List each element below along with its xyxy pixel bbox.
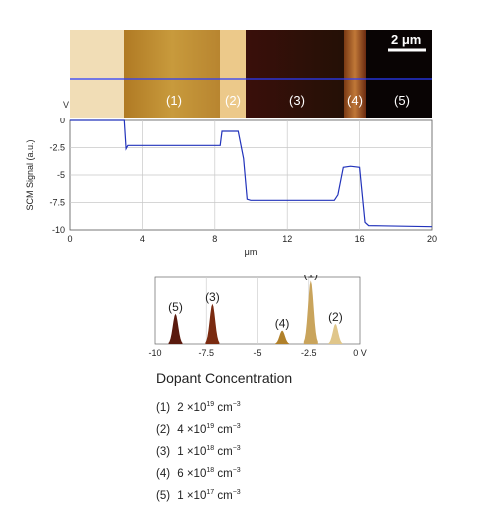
legend-unit: cm	[214, 423, 233, 436]
legend-unit-exponent: −3	[232, 445, 241, 452]
legend-item: (4) 6 ×1018 cm−3	[156, 460, 376, 482]
histogram-peak	[275, 330, 290, 344]
scm-profile-svg: 0 4 8 12 16 20 0 -2.5 -5 -7.5 -10 μm SCM Signal (a.u…	[25, 115, 437, 257]
histogram-tick-label: 0 V	[353, 348, 367, 358]
legend-item: (5) 1 ×1017 cm−3	[156, 482, 376, 504]
legend-unit: cm	[214, 445, 233, 458]
dopant-legend: Dopant Concentration (1) 2 ×1019 cm−3 (2)…	[156, 370, 376, 504]
voltage-histogram: -10 -7.5 -5 -2.5 0 V (5) (3) (4) (1) (2)	[145, 266, 375, 365]
histogram-peak	[328, 323, 343, 344]
legend-unit: cm	[214, 401, 233, 414]
band-label-5: (5)	[394, 93, 410, 108]
legend-unit-exponent: −3	[232, 467, 241, 474]
legend-mantissa: 1 ×10	[177, 489, 207, 502]
legend-index: (4)	[156, 467, 174, 480]
band-5	[366, 30, 432, 118]
x-tick-label: 0	[67, 234, 72, 244]
histogram-tick-label: -2.5	[301, 348, 317, 358]
legend-mantissa: 1 ×10	[177, 445, 207, 458]
legend-index: (5)	[156, 489, 174, 502]
histogram-peak	[168, 313, 183, 344]
scm-image: 2 μm (1) (2) (3) (4) (5)	[70, 30, 432, 118]
x-tick-label: 20	[427, 234, 437, 244]
band-label-1: (1)	[166, 93, 182, 108]
band-3	[246, 30, 344, 118]
band-label-2: (2)	[225, 93, 241, 108]
histogram-peak-label: (4)	[275, 317, 290, 331]
legend-item: (3) 1 ×1018 cm−3	[156, 438, 376, 460]
y-axis-label: SCM Signal (a.u.)	[25, 139, 35, 210]
band-4	[344, 30, 366, 118]
legend-exponent: 19	[206, 423, 215, 430]
x-axis-label: μm	[245, 247, 258, 257]
scm-profile-chart: 0 4 8 12 16 20 0 -2.5 -5 -7.5 -10 μm SCM Signal (a.u…	[20, 115, 450, 258]
band-bg	[70, 30, 124, 118]
y-tick-label: -7.5	[49, 198, 65, 208]
band-1	[124, 30, 220, 118]
histogram-peak	[205, 303, 220, 344]
legend-unit-exponent: −3	[232, 489, 241, 496]
x-tick-label: 4	[140, 234, 145, 244]
legend-mantissa: 6 ×10	[177, 467, 207, 480]
legend-index: (3)	[156, 445, 174, 458]
scm-signal-line	[70, 119, 433, 228]
histogram-peak-label: (1)	[303, 275, 318, 280]
band-label-3: (3)	[289, 93, 305, 108]
legend-mantissa: 4 ×10	[177, 423, 207, 436]
histogram-tick-label: -10	[148, 348, 161, 358]
legend-exponent: 19	[206, 401, 215, 408]
scm-image-svg	[70, 30, 432, 118]
legend-title: Dopant Concentration	[156, 370, 293, 386]
y-tick-label: -10	[52, 225, 65, 235]
legend-index: (2)	[156, 423, 174, 436]
legend-index: (1)	[156, 401, 174, 414]
legend-unit-exponent: −3	[232, 423, 241, 430]
legend-unit: cm	[214, 489, 233, 502]
x-tick-label: 8	[212, 234, 217, 244]
x-tick-label: 12	[282, 234, 292, 244]
y-tick-label: 0	[60, 118, 65, 125]
legend-unit: cm	[214, 467, 233, 480]
legend-mantissa: 2 ×10	[177, 401, 207, 414]
legend-unit-exponent: −3	[232, 401, 241, 408]
legend-item: (2) 4 ×1019 cm−3	[156, 416, 376, 438]
histogram-tick-label: -5	[253, 348, 261, 358]
histogram-peak	[303, 280, 318, 344]
scale-bar-label: 2 μm	[391, 32, 422, 47]
x-tick-label: 16	[355, 234, 365, 244]
histogram-peak-label: (5)	[168, 300, 183, 314]
histogram-tick-label: -7.5	[198, 348, 214, 358]
legend-list: (1) 2 ×1019 cm−3 (2) 4 ×1019 cm−3 (3) 1 ×1…	[156, 394, 376, 504]
legend-exponent: 18	[206, 445, 215, 452]
legend-exponent: 17	[206, 489, 215, 496]
legend-item: (1) 2 ×1019 cm−3	[156, 394, 376, 416]
band-label-4: (4)	[347, 93, 363, 108]
y-tick-label: -5	[57, 170, 65, 180]
histogram-peak-label: (3)	[205, 290, 220, 304]
image-side-label: V	[63, 100, 70, 110]
legend-exponent: 18	[206, 467, 215, 474]
histogram-peak-label: (2)	[328, 310, 343, 324]
y-tick-label: -2.5	[49, 143, 65, 153]
histogram-svg: -10 -7.5 -5 -2.5 0 V (5) (3) (4) (1) (2)	[148, 266, 367, 358]
band-2	[220, 30, 246, 118]
